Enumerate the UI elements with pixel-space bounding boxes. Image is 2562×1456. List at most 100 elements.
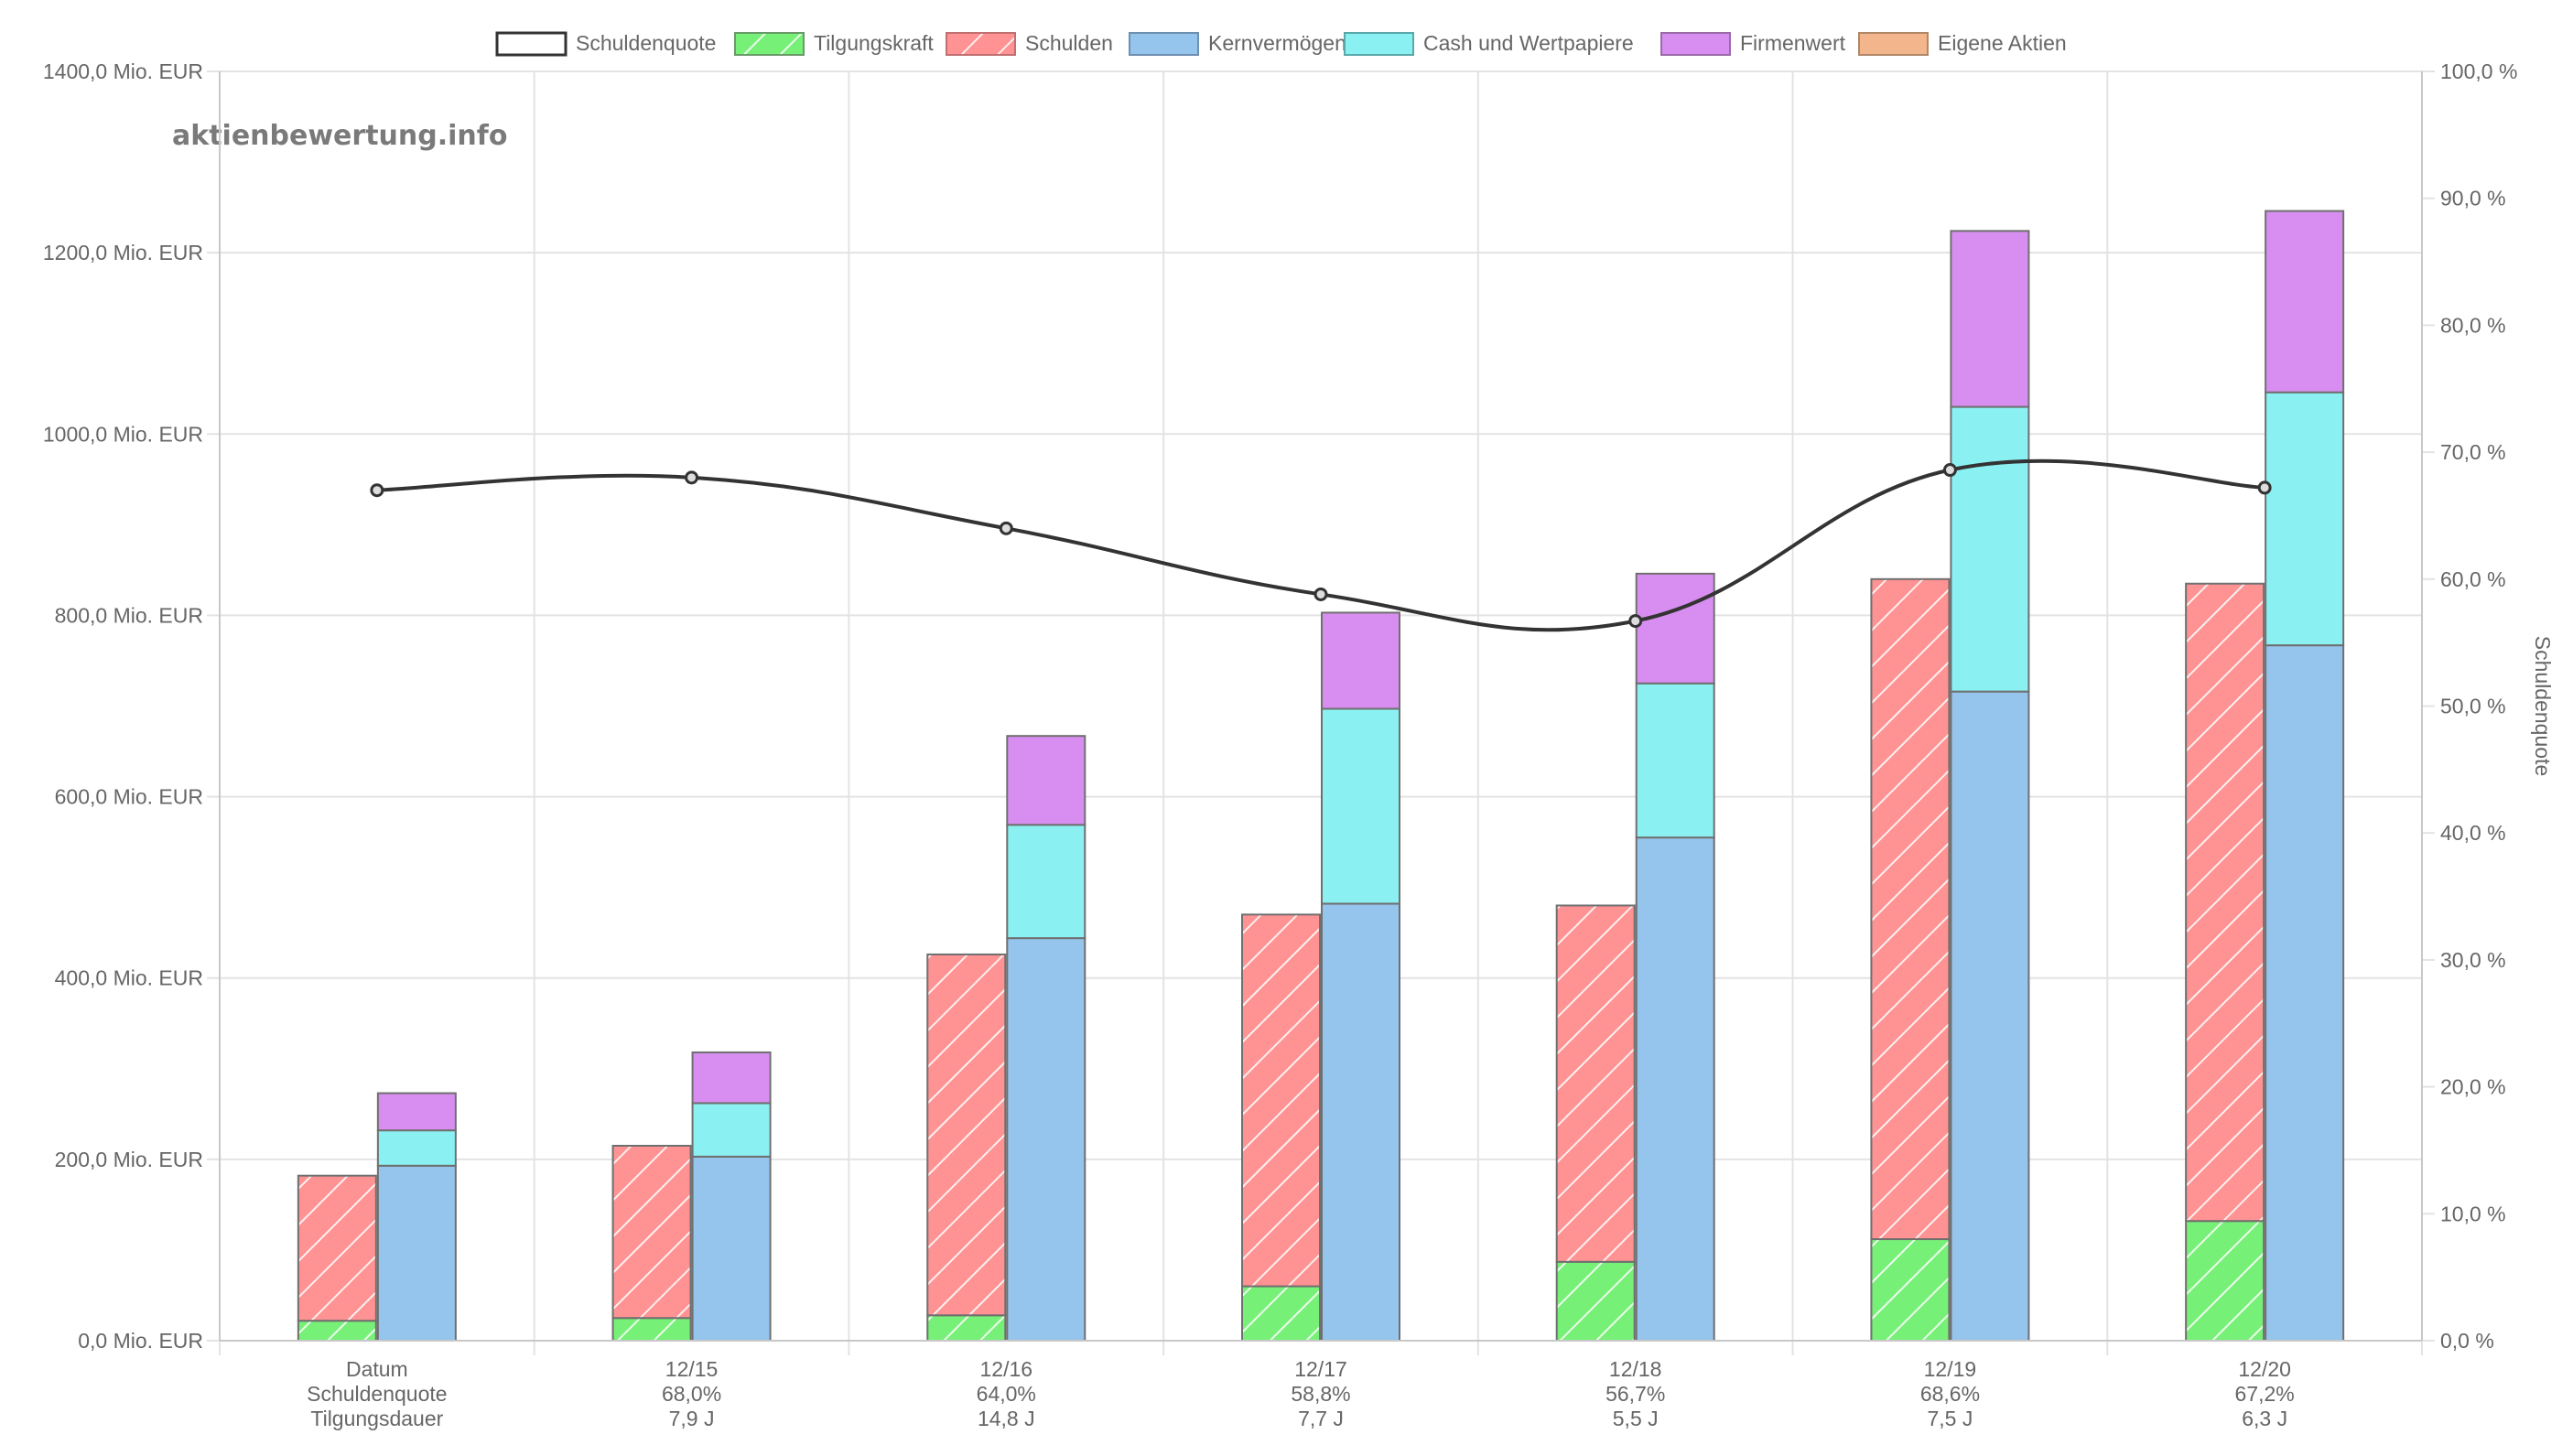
bar-firmenwert — [376, 1092, 457, 1132]
x-tick-label: 58,8% — [1291, 1382, 1350, 1406]
bar-firmenwert — [1950, 230, 2030, 408]
bar-tilgungskraft — [1870, 1238, 1951, 1343]
bar-schulden — [611, 1144, 692, 1320]
y-left-tick-label: 0,0 Mio. EUR — [78, 1329, 203, 1353]
point-schuldenquote — [2257, 480, 2272, 495]
x-tick-label: 12/16 — [980, 1357, 1033, 1381]
x-tick-label: 7,7 J — [1298, 1407, 1344, 1430]
bar-kernvermoegen — [1635, 836, 1715, 1342]
legend[interactable]: Schuldenquote Tilgungskraft Schulden Kernve… — [495, 31, 2067, 57]
x-tick-label: 12/19 — [1924, 1357, 1977, 1381]
bar-tilgungskraft — [297, 1320, 377, 1343]
bars — [297, 210, 2345, 1343]
point-schuldenquote — [1313, 587, 1328, 601]
point-schuldenquote — [370, 483, 384, 498]
y-right-tick-label: 50,0 % — [2440, 695, 2506, 718]
x-tick-label: 7,9 J — [669, 1407, 715, 1430]
bar-schulden — [1241, 913, 1321, 1288]
x-tick-label: Schuldenquote — [307, 1382, 447, 1406]
point-schuldenquote — [1628, 614, 1643, 629]
y-left-tick-label: 800,0 Mio. EUR — [55, 603, 203, 627]
y-left-tick-label: 1000,0 Mio. EUR — [43, 422, 203, 446]
legend-swatch-eigene-aktien — [1858, 32, 1929, 56]
y-left-tick-label: 600,0 Mio. EUR — [55, 785, 203, 809]
bar-kernvermoegen — [1006, 937, 1086, 1342]
schuldenquote-line — [370, 458, 2272, 632]
legend-swatch-kernvermoegen — [1129, 32, 1199, 56]
y-left-tick-label: 200,0 Mio. EUR — [55, 1148, 203, 1171]
bar-cash-und-wertpapiere — [1006, 824, 1086, 940]
bar-kernvermoegen — [2265, 644, 2345, 1342]
bar-cash-und-wertpapiere — [2265, 391, 2345, 647]
bar-tilgungskraft — [1241, 1285, 1321, 1342]
point-schuldenquote — [685, 470, 699, 485]
x-tick-label: 12/15 — [665, 1357, 719, 1381]
legend-swatch-schuldenquote — [495, 31, 568, 57]
point-schuldenquote — [999, 521, 1013, 535]
x-tick-label: 64,0% — [977, 1382, 1036, 1406]
y-right-tick-label: 10,0 % — [2440, 1202, 2506, 1225]
y-right-tick-label: 100,0 % — [2440, 59, 2517, 83]
legend-swatch-cash-und-wertpapiere — [1344, 32, 1414, 56]
x-tick-label: 7,5 J — [1927, 1407, 1973, 1430]
bar-firmenwert — [691, 1051, 772, 1105]
legend-swatch-firmenwert — [1660, 32, 1731, 56]
legend-label-firmenwert: Firmenwert — [1740, 31, 1846, 55]
bar-cash-und-wertpapiere — [376, 1129, 457, 1167]
legend-swatch-schulden — [946, 32, 1016, 56]
bar-kernvermoegen — [691, 1155, 772, 1343]
y-left-tick-label: 1400,0 Mio. EUR — [43, 59, 203, 83]
bar-tilgungskraft — [611, 1317, 692, 1343]
x-tick-label: 12/20 — [2238, 1357, 2291, 1381]
bar-cash-und-wertpapiere — [691, 1102, 772, 1158]
x-tick-label: 68,0% — [662, 1382, 721, 1406]
y-left-tick-label: 1200,0 Mio. EUR — [43, 241, 203, 264]
bar-firmenwert — [1006, 735, 1086, 826]
bar-schulden — [2185, 582, 2265, 1223]
bar-firmenwert — [2265, 210, 2345, 394]
legend-label-cash-und-wertpapiere: Cash und Wertpapiere — [1423, 31, 1634, 55]
x-tick-label: 56,7% — [1605, 1382, 1665, 1406]
legend-label-kernvermoegen: Kernvermögen — [1208, 31, 1346, 55]
y-left-tick-label: 400,0 Mio. EUR — [55, 966, 203, 990]
bar-cash-und-wertpapiere — [1635, 682, 1715, 839]
bar-firmenwert — [1321, 611, 1400, 710]
bar-kernvermoegen — [1321, 902, 1400, 1342]
bar-schulden — [1555, 904, 1636, 1263]
bar-schulden — [297, 1174, 377, 1322]
bar-schulden — [1870, 577, 1951, 1241]
y-right-tick-label: 90,0 % — [2440, 187, 2506, 210]
y-right-tick-label: 20,0 % — [2440, 1075, 2506, 1099]
watermark: aktienbewertung.info — [172, 120, 507, 152]
x-tick-label: 67,2% — [2235, 1382, 2295, 1406]
point-schuldenquote — [1942, 463, 1957, 478]
bar-kernvermoegen — [376, 1164, 457, 1342]
bar-tilgungskraft — [1555, 1260, 1636, 1343]
x-tick-label: 14,8 J — [978, 1407, 1035, 1430]
y-right-tick-label: 60,0 % — [2440, 567, 2506, 591]
y-right-tick-label: 80,0 % — [2440, 313, 2506, 337]
x-tick-label: 12/18 — [1609, 1357, 1662, 1381]
axes: 0,0 Mio. EUR 200,0 Mio. EUR 400,0 Mio. EUR… — [43, 59, 2555, 1430]
x-tick-label: 12/17 — [1294, 1357, 1347, 1381]
bar-tilgungskraft — [926, 1314, 1007, 1343]
bar-firmenwert — [1635, 572, 1715, 685]
bar-tilgungskraft — [2185, 1220, 2265, 1342]
x-tick-label: Tilgungsdauer — [310, 1407, 443, 1430]
bar-cash-und-wertpapiere — [1321, 707, 1400, 905]
y-right-tick-label: 70,0 % — [2440, 440, 2506, 464]
x-tick-label: 6,3 J — [2242, 1407, 2287, 1430]
y-right-tick-label: 0,0 % — [2440, 1329, 2494, 1353]
y-right-tick-label: 40,0 % — [2440, 821, 2506, 845]
legend-label-schulden: Schulden — [1025, 31, 1113, 55]
bar-kernvermoegen — [1950, 690, 2030, 1342]
bar-schulden — [926, 953, 1007, 1317]
y-right-tick-label: 30,0 % — [2440, 948, 2506, 972]
legend-swatch-tilgungskraft — [734, 32, 805, 56]
x-tick-label: 68,6% — [1920, 1382, 1980, 1406]
legend-label-eigene-aktien: Eigene Aktien — [1938, 31, 2067, 55]
legend-label-tilgungskraft: Tilgungskraft — [814, 31, 934, 55]
x-tick-label: 5,5 J — [1613, 1407, 1659, 1430]
